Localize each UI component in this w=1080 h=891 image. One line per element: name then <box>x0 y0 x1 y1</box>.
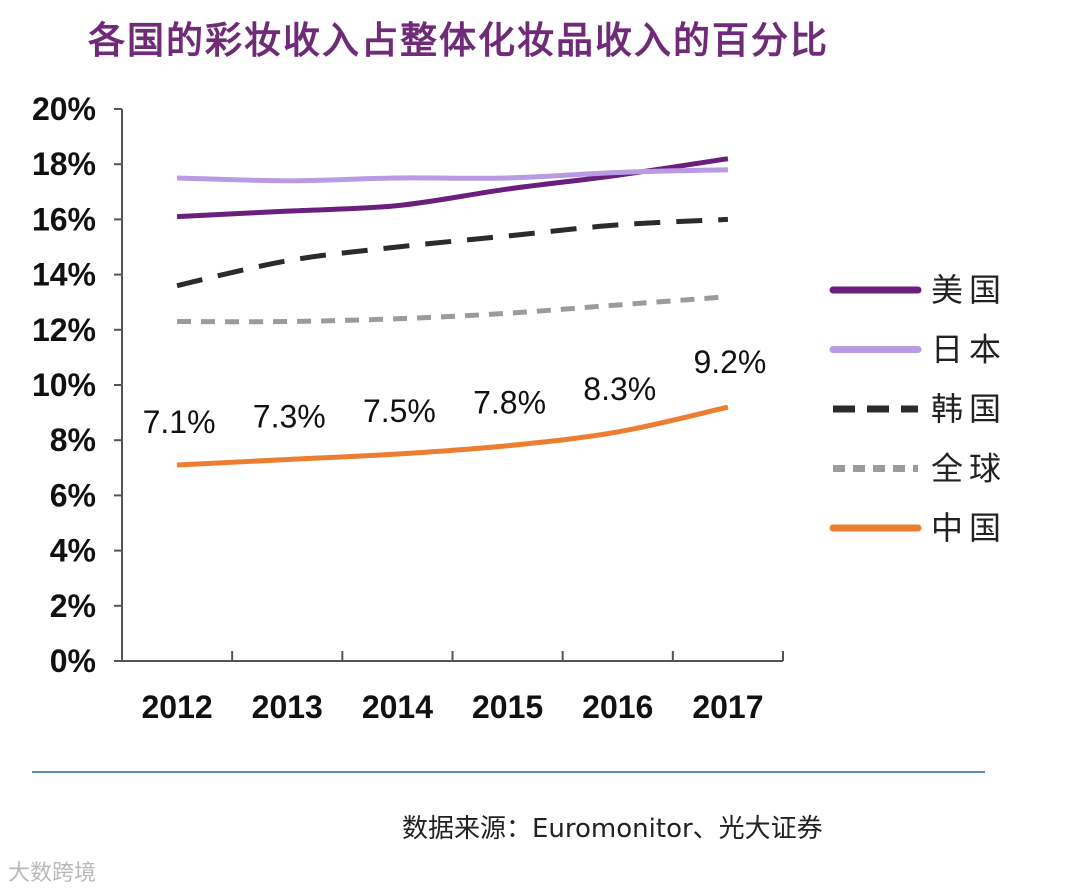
y-tick-label: 16% <box>32 201 96 237</box>
legend-label: 中国 <box>931 509 1007 547</box>
data-label: 7.8% <box>473 385 546 421</box>
y-tick-label: 14% <box>32 257 96 293</box>
series-line-3 <box>177 294 729 325</box>
axes <box>114 108 784 662</box>
y-tick-label: 12% <box>32 312 96 348</box>
data-label: 9.2% <box>693 344 766 380</box>
data-labels: 7.1% 7.3% 7.5% 7.8% 8.3% 9.2% <box>143 344 767 440</box>
y-tick-label: 18% <box>32 146 96 182</box>
x-tick-label: 2016 <box>582 689 653 725</box>
y-tick-label: 2% <box>50 588 96 624</box>
legend-label: 韩国 <box>931 390 1007 428</box>
x-tick-label: 2015 <box>472 689 543 725</box>
y-tick-label: 10% <box>32 367 96 403</box>
y-tick-label: 6% <box>50 477 96 513</box>
divider <box>32 771 985 773</box>
y-tick-label: 0% <box>50 643 96 679</box>
series-line-1 <box>177 167 728 184</box>
data-label: 8.3% <box>583 371 656 407</box>
y-tick-label: 8% <box>50 422 96 458</box>
series-line-4 <box>176 404 729 468</box>
data-label: 7.1% <box>143 404 216 440</box>
y-tick-label: 20% <box>32 91 96 127</box>
watermark: 大数跨境 <box>8 861 97 886</box>
tick-labels: 0% 2% 4% 6% 8% 10% 12% 14% 16% 18% 20% 2012 2013 2014… <box>32 91 764 725</box>
series-line-2 <box>176 216 729 289</box>
legend-label: 日本 <box>931 331 1007 369</box>
x-tick-label: 2012 <box>141 689 212 725</box>
source-note: 数据来源：Euromonitor、光大证券 <box>402 814 823 844</box>
y-tick-label: 4% <box>50 533 96 569</box>
x-tick-label: 2017 <box>692 689 763 725</box>
x-tick-label: 2014 <box>362 689 433 725</box>
line-chart: 0% 2% 4% 6% 8% 10% 12% 14% 16% 18% 20% 2012 2013 2014… <box>32 91 1007 725</box>
data-label: 7.3% <box>253 399 326 435</box>
x-tick-label: 2013 <box>252 689 323 725</box>
data-label: 7.5% <box>363 393 436 429</box>
series-lines <box>176 156 729 468</box>
series-line-0 <box>176 156 729 220</box>
legend-label: 美国 <box>931 271 1007 309</box>
legend-label: 全球 <box>931 450 1007 488</box>
chart-title: 各国的彩妆收入占整体化妆品收入的百分比 <box>88 18 829 62</box>
